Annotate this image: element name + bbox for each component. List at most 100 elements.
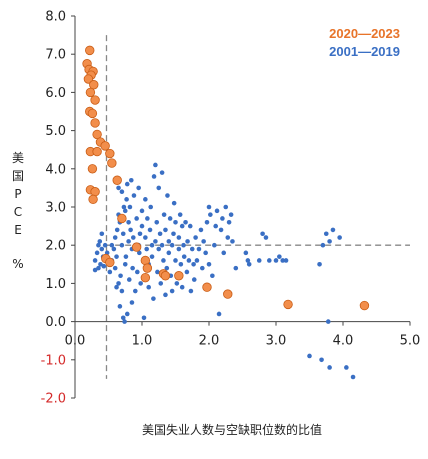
y-axis-title-char: % xyxy=(12,257,23,271)
point-2001-2019 xyxy=(137,231,143,237)
point-2001-2019 xyxy=(200,265,205,271)
point-2001-2019 xyxy=(119,242,125,248)
y-tick-label: 8.0 xyxy=(45,10,66,25)
point-2001-2019 xyxy=(280,258,286,263)
point-2001-2019 xyxy=(191,277,197,282)
point-2001-2019 xyxy=(206,204,212,210)
point-2001-2019 xyxy=(320,242,326,248)
point-2020-2023 xyxy=(100,141,110,151)
point-2001-2019 xyxy=(122,319,127,324)
point-2001-2019 xyxy=(173,258,178,263)
point-2020-2023 xyxy=(202,282,212,292)
point-2001-2019 xyxy=(159,170,165,175)
point-2001-2019 xyxy=(130,265,135,271)
point-2001-2019 xyxy=(159,242,165,248)
point-2001-2019 xyxy=(350,374,356,380)
point-2001-2019 xyxy=(198,227,204,233)
point-2001-2019 xyxy=(273,258,279,263)
x-axis-title: 美国失业人数与空缺职位数的比值 xyxy=(142,422,322,437)
point-2001-2019 xyxy=(193,235,198,240)
point-2001-2019 xyxy=(147,227,153,233)
point-2020-2023 xyxy=(131,242,142,252)
data-points xyxy=(82,45,370,380)
point-2001-2019 xyxy=(155,269,160,275)
y-axis-title-char: C xyxy=(14,205,22,219)
y-tick-label: 3.0 xyxy=(45,201,66,216)
point-2020-2023 xyxy=(87,108,98,119)
point-2001-2019 xyxy=(188,288,194,294)
point-2001-2019 xyxy=(201,239,206,244)
x-tick-label: 2.0 xyxy=(199,334,220,349)
point-2001-2019 xyxy=(183,219,188,225)
point-2001-2019 xyxy=(102,242,108,248)
point-2001-2019 xyxy=(96,242,101,248)
point-2020-2023 xyxy=(92,129,102,140)
point-2001-2019 xyxy=(233,265,239,271)
point-2001-2019 xyxy=(277,254,282,259)
point-2001-2019 xyxy=(127,204,133,210)
point-2001-2019 xyxy=(166,239,172,244)
y-tick-label: -2.0 xyxy=(41,392,66,407)
point-2001-2019 xyxy=(220,216,225,221)
point-2001-2019 xyxy=(169,288,175,294)
point-2001-2019 xyxy=(319,357,324,363)
point-2001-2019 xyxy=(122,262,128,267)
point-2001-2019 xyxy=(99,246,105,252)
point-2001-2019 xyxy=(144,246,149,252)
point-2001-2019 xyxy=(327,365,332,370)
y-tick-label: 4.0 xyxy=(45,162,66,177)
point-2001-2019 xyxy=(149,242,155,248)
point-2001-2019 xyxy=(163,292,168,298)
point-2001-2019 xyxy=(151,296,156,301)
point-2001-2019 xyxy=(176,235,182,240)
y-axis-title-char: 美 xyxy=(12,151,24,165)
point-2001-2019 xyxy=(214,208,220,214)
point-2001-2019 xyxy=(149,254,155,259)
point-2001-2019 xyxy=(256,258,262,263)
point-2001-2019 xyxy=(112,235,118,240)
point-2001-2019 xyxy=(116,185,121,191)
point-2020-2023 xyxy=(105,257,115,268)
point-2001-2019 xyxy=(327,239,332,244)
point-2001-2019 xyxy=(203,250,208,256)
point-2001-2019 xyxy=(176,246,182,252)
point-2001-2019 xyxy=(230,239,235,244)
point-2001-2019 xyxy=(135,269,140,275)
x-tick-label: 5.0 xyxy=(400,334,421,349)
point-2001-2019 xyxy=(98,262,103,267)
point-2001-2019 xyxy=(212,242,217,248)
point-2001-2019 xyxy=(325,319,331,324)
point-2020-2023 xyxy=(90,95,100,105)
point-2001-2019 xyxy=(114,254,119,259)
legend-entry-2020-2023: 2020—2023 xyxy=(329,26,400,41)
y-tick-label: 6.0 xyxy=(45,86,66,101)
point-2001-2019 xyxy=(283,258,289,263)
point-2001-2019 xyxy=(118,273,123,279)
point-2020-2023 xyxy=(107,158,117,168)
point-2001-2019 xyxy=(246,262,252,267)
point-2001-2019 xyxy=(196,246,202,252)
point-2001-2019 xyxy=(121,204,127,210)
point-2001-2019 xyxy=(181,254,187,259)
point-2020-2023 xyxy=(359,300,370,311)
point-2001-2019 xyxy=(128,177,134,183)
point-2001-2019 xyxy=(204,219,210,225)
point-2001-2019 xyxy=(181,242,186,248)
point-2001-2019 xyxy=(126,277,132,282)
point-2001-2019 xyxy=(223,204,229,210)
point-2001-2019 xyxy=(173,219,178,225)
point-2001-2019 xyxy=(169,242,175,248)
y-axis-title-char: E xyxy=(14,223,22,237)
point-2001-2019 xyxy=(119,288,125,294)
point-2001-2019 xyxy=(337,235,342,240)
point-2001-2019 xyxy=(210,273,215,279)
point-2001-2019 xyxy=(156,185,162,191)
point-2001-2019 xyxy=(184,269,190,275)
point-2001-2019 xyxy=(126,239,131,244)
axes xyxy=(71,15,411,399)
point-2020-2023 xyxy=(85,87,96,98)
y-tick-label: 7.0 xyxy=(45,48,66,63)
point-2001-2019 xyxy=(123,254,129,259)
legend-entry-2001-2019: 2001—2019 xyxy=(329,44,400,59)
point-2001-2019 xyxy=(153,162,158,168)
